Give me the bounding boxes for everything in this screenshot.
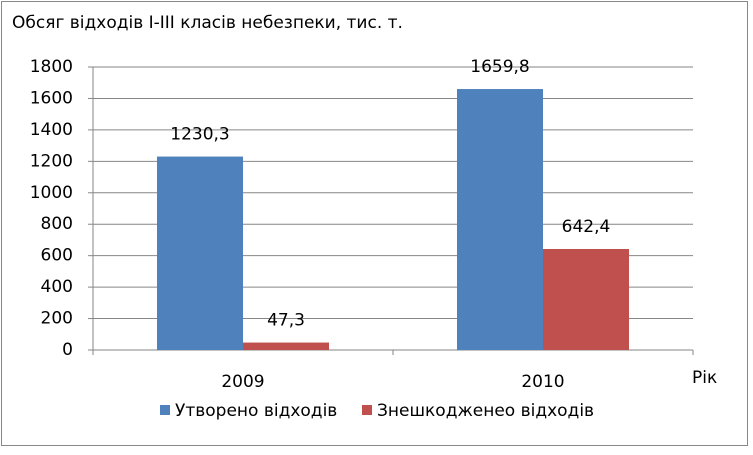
legend-label: Знешкодженео відходів [377,401,594,421]
x-tick-label: 2009 [221,372,264,392]
y-tick-label: 1000 [30,183,73,203]
value-label: 1230,3 [170,125,229,145]
chart-title: Обсяг відходів І-ІІІ класів небезпеки, т… [12,13,403,33]
x-tick-label: 2010 [521,372,564,392]
value-label: 1659,8 [470,57,529,77]
y-tick-label: 1600 [30,88,73,108]
bar [543,249,629,350]
legend-swatch [160,405,170,415]
legend-swatch [362,405,372,415]
value-label: 47,3 [267,311,305,331]
y-tick-label: 600 [41,246,73,266]
y-tick-label: 1800 [30,57,73,77]
bar [157,156,243,350]
value-label: 642,4 [562,217,611,237]
bar [457,89,543,351]
y-tick-label: 400 [41,277,73,297]
chart-frame [1,1,748,446]
y-tick-label: 0 [62,340,73,360]
legend-label: Утворено відходів [175,401,337,421]
y-tick-label: 200 [41,309,73,329]
y-tick-label: 1400 [30,120,73,140]
y-tick-label: 1200 [30,151,73,171]
bar [243,342,329,350]
y-tick-label: 800 [41,214,73,234]
x-axis-label: Рік [692,368,717,388]
